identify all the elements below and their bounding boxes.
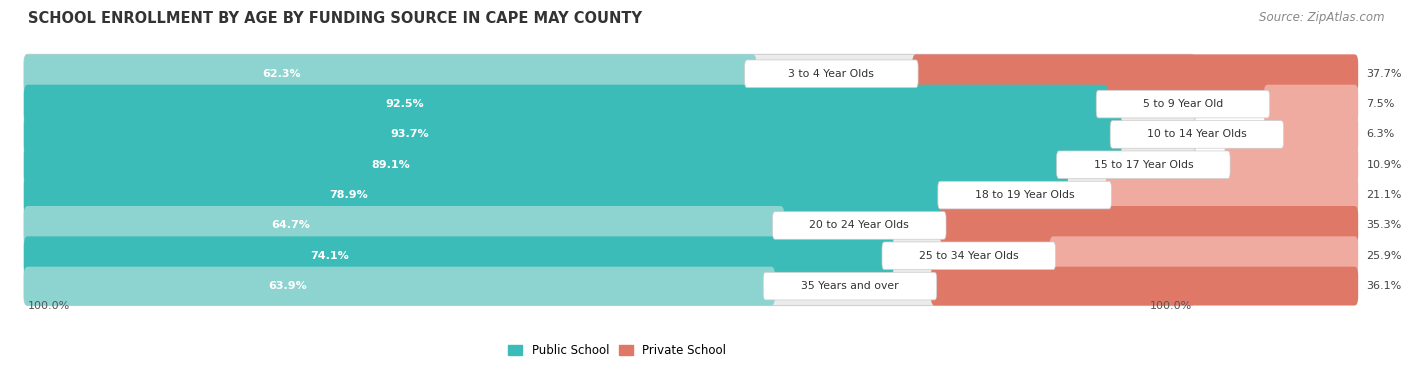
FancyBboxPatch shape bbox=[1050, 236, 1358, 275]
FancyBboxPatch shape bbox=[1225, 146, 1358, 184]
FancyBboxPatch shape bbox=[24, 176, 1195, 215]
FancyBboxPatch shape bbox=[24, 146, 1069, 184]
FancyBboxPatch shape bbox=[24, 54, 1195, 93]
FancyBboxPatch shape bbox=[24, 115, 1195, 154]
FancyBboxPatch shape bbox=[24, 54, 756, 93]
FancyBboxPatch shape bbox=[1105, 176, 1358, 215]
Text: SCHOOL ENROLLMENT BY AGE BY FUNDING SOURCE IN CAPE MAY COUNTY: SCHOOL ENROLLMENT BY AGE BY FUNDING SOUR… bbox=[28, 11, 643, 26]
Text: 3 to 4 Year Olds: 3 to 4 Year Olds bbox=[789, 69, 875, 79]
FancyBboxPatch shape bbox=[24, 267, 1195, 305]
Text: 5 to 9 Year Old: 5 to 9 Year Old bbox=[1143, 99, 1223, 109]
FancyBboxPatch shape bbox=[1057, 151, 1230, 179]
Text: 15 to 17 Year Olds: 15 to 17 Year Olds bbox=[1094, 160, 1194, 170]
Text: 63.9%: 63.9% bbox=[269, 281, 307, 291]
Text: 21.1%: 21.1% bbox=[1367, 190, 1402, 200]
Text: 35.3%: 35.3% bbox=[1367, 221, 1402, 230]
Text: 7.5%: 7.5% bbox=[1367, 99, 1395, 109]
Text: 74.1%: 74.1% bbox=[311, 251, 349, 261]
FancyBboxPatch shape bbox=[912, 54, 1358, 93]
Legend: Public School, Private School: Public School, Private School bbox=[503, 339, 731, 362]
Text: 6.3%: 6.3% bbox=[1367, 129, 1395, 139]
Text: 64.7%: 64.7% bbox=[271, 221, 311, 230]
FancyBboxPatch shape bbox=[1111, 121, 1284, 148]
FancyBboxPatch shape bbox=[24, 236, 894, 275]
FancyBboxPatch shape bbox=[931, 267, 1358, 305]
Text: 89.1%: 89.1% bbox=[371, 160, 411, 170]
FancyBboxPatch shape bbox=[763, 272, 936, 300]
Text: 25 to 34 Year Olds: 25 to 34 Year Olds bbox=[920, 251, 1018, 261]
FancyBboxPatch shape bbox=[24, 85, 1108, 124]
Text: 20 to 24 Year Olds: 20 to 24 Year Olds bbox=[810, 221, 910, 230]
Text: 35 Years and over: 35 Years and over bbox=[801, 281, 898, 291]
FancyBboxPatch shape bbox=[1264, 85, 1358, 124]
Text: 93.7%: 93.7% bbox=[389, 129, 429, 139]
FancyBboxPatch shape bbox=[24, 146, 1195, 184]
FancyBboxPatch shape bbox=[941, 206, 1358, 245]
Text: 10 to 14 Year Olds: 10 to 14 Year Olds bbox=[1147, 129, 1247, 139]
FancyBboxPatch shape bbox=[772, 211, 946, 239]
Text: Source: ZipAtlas.com: Source: ZipAtlas.com bbox=[1260, 11, 1385, 24]
FancyBboxPatch shape bbox=[1097, 90, 1270, 118]
FancyBboxPatch shape bbox=[24, 115, 1122, 154]
Text: 62.3%: 62.3% bbox=[262, 69, 301, 79]
FancyBboxPatch shape bbox=[24, 267, 775, 305]
FancyBboxPatch shape bbox=[24, 236, 1195, 275]
Text: 25.9%: 25.9% bbox=[1367, 251, 1402, 261]
FancyBboxPatch shape bbox=[1278, 115, 1358, 154]
Text: 37.7%: 37.7% bbox=[1367, 69, 1402, 79]
FancyBboxPatch shape bbox=[882, 242, 1056, 270]
FancyBboxPatch shape bbox=[24, 206, 785, 245]
Text: 100.0%: 100.0% bbox=[1150, 301, 1192, 311]
FancyBboxPatch shape bbox=[745, 60, 918, 87]
FancyBboxPatch shape bbox=[24, 85, 1195, 124]
Text: 92.5%: 92.5% bbox=[385, 99, 423, 109]
Text: 10.9%: 10.9% bbox=[1367, 160, 1402, 170]
FancyBboxPatch shape bbox=[24, 206, 1195, 245]
FancyBboxPatch shape bbox=[24, 176, 949, 215]
Text: 100.0%: 100.0% bbox=[28, 301, 70, 311]
Text: 36.1%: 36.1% bbox=[1367, 281, 1402, 291]
Text: 18 to 19 Year Olds: 18 to 19 Year Olds bbox=[974, 190, 1074, 200]
Text: 78.9%: 78.9% bbox=[329, 190, 368, 200]
FancyBboxPatch shape bbox=[938, 181, 1111, 209]
